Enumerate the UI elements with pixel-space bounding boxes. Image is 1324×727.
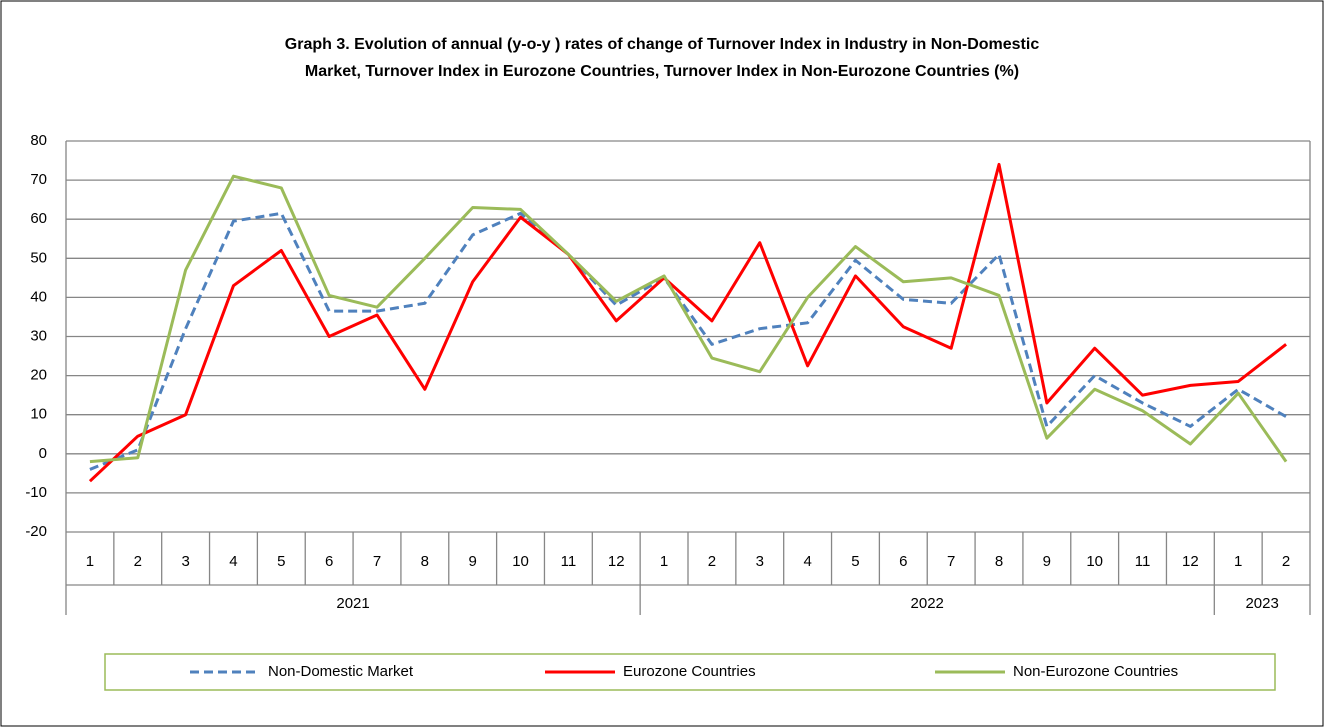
x-tick-label: 3 [181, 553, 189, 570]
legend-box [104, 653, 1276, 691]
x-tick-label: 12 [1182, 553, 1199, 570]
x-tick-label: 3 [756, 553, 764, 570]
x-tick-label: 1 [86, 553, 94, 570]
x-tick-label: 4 [803, 553, 811, 570]
x-tick-label: 8 [421, 553, 429, 570]
y-tick-label: 70 [30, 171, 47, 188]
group-label: 2023 [1245, 595, 1278, 612]
y-tick-label: 20 [30, 367, 47, 384]
x-tick-label: 10 [512, 553, 529, 570]
y-tick-label: 10 [30, 406, 47, 423]
legend-label: Non-Domestic Market [268, 663, 414, 680]
x-tick-label: 5 [277, 553, 285, 570]
group-label: 2021 [336, 595, 369, 612]
series-line [89, 174, 1288, 464]
x-tick-label: 6 [325, 553, 333, 570]
y-tick-label: 80 [30, 132, 47, 149]
y-tick-label: 0 [39, 445, 47, 462]
x-tick-label: 4 [229, 553, 237, 570]
y-tick-label: 60 [30, 210, 47, 227]
x-tick-label: 5 [851, 553, 859, 570]
chart-title: Market, Turnover Index in Eurozone Count… [305, 63, 1019, 80]
chart-title: Graph 3. Evolution of annual (y-o-y ) ra… [285, 36, 1040, 53]
x-tick-label: 12 [608, 553, 625, 570]
x-tick-label: 10 [1086, 553, 1103, 570]
x-tick-label: 11 [1135, 553, 1151, 570]
legend-label: Non-Eurozone Countries [1013, 663, 1178, 680]
legend-label: Eurozone Countries [623, 663, 756, 680]
x-tick-label: 6 [899, 553, 907, 570]
y-tick-label: -10 [25, 484, 47, 501]
x-tick-label: 7 [947, 553, 955, 570]
x-tick-label: 1 [660, 553, 668, 570]
x-tick-label: 1 [1234, 553, 1242, 570]
x-tick-label: 2 [1282, 553, 1290, 570]
x-tick-label: 2 [134, 553, 142, 570]
series-line [89, 211, 1287, 471]
series-line [88, 162, 1287, 483]
x-tick-label: 2 [708, 553, 716, 570]
group-label: 2022 [911, 595, 944, 612]
x-tick-label: 7 [373, 553, 381, 570]
y-tick-label: -20 [25, 523, 47, 540]
x-tick-label: 9 [469, 553, 477, 570]
x-tick-label: 11 [561, 553, 577, 570]
y-tick-label: 50 [30, 249, 47, 266]
x-tick-label: 9 [1043, 553, 1051, 570]
y-tick-label: 40 [30, 288, 47, 305]
x-tick-label: 8 [995, 553, 1003, 570]
y-tick-label: 30 [30, 327, 47, 344]
